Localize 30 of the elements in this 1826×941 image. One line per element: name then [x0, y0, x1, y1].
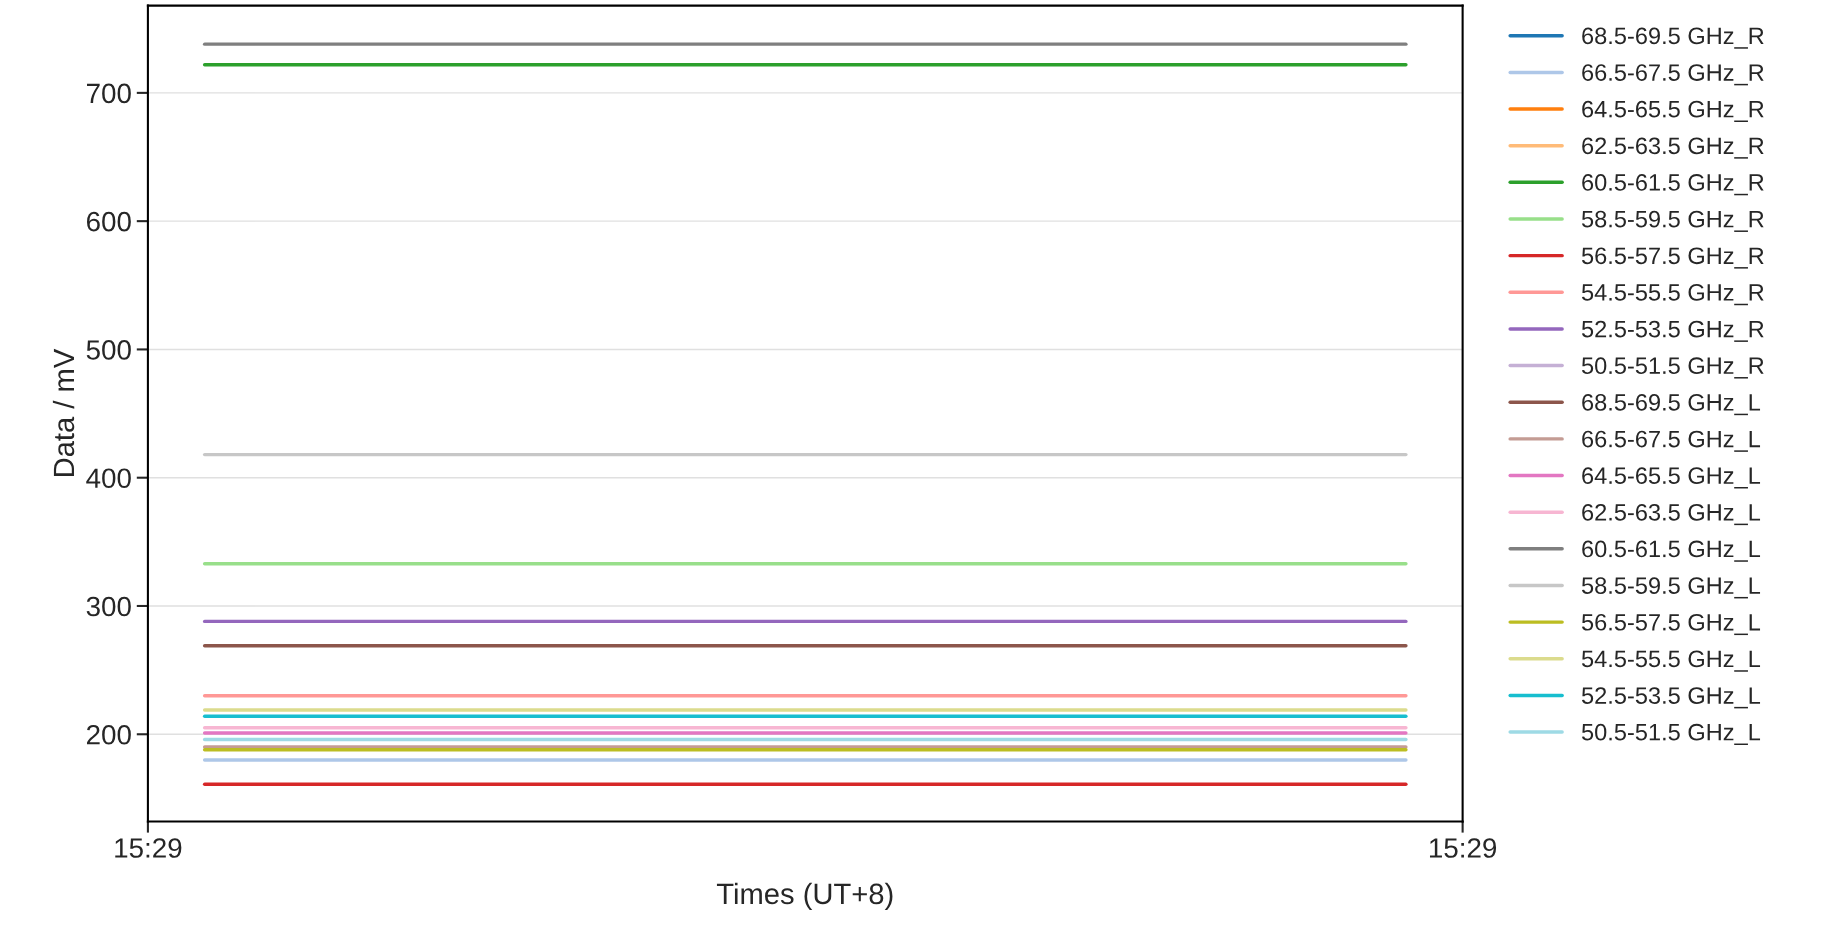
- legend-label: 50.5-51.5 GHz_R: [1581, 357, 1764, 379]
- legend-label: 54.5-55.5 GHz_L: [1581, 650, 1761, 672]
- legend-label: 50.5-51.5 GHz_L: [1581, 723, 1761, 746]
- legend-label: 68.5-69.5 GHz_R: [1582, 27, 1764, 49]
- legend-label: 68.5-69.5 GHz_L: [1582, 394, 1761, 416]
- legend-label: 52.5-53.5 GHz_R: [1581, 320, 1764, 342]
- legend-label: 56.5-57.5 GHz_L: [1581, 613, 1761, 636]
- y-tick-label: 600: [87, 211, 131, 232]
- legend-label: 64.5-65.5 GHz_R: [1582, 100, 1764, 122]
- legend-label: 58.5-59.5 GHz_L: [1581, 577, 1761, 599]
- y-tick-label: 700: [87, 83, 131, 104]
- legend-label: 62.5-63.5 GHz_L: [1582, 503, 1761, 526]
- y-tick-label: 500: [86, 340, 131, 360]
- y-tick-label: 200: [86, 724, 131, 745]
- legend-label: 60.5-61.5 GHz_L: [1582, 540, 1761, 562]
- legend-label: 64.5-65.5 GHz_L: [1582, 467, 1761, 489]
- y-axis-title: Data / mV: [52, 348, 75, 477]
- legend-label: 62.5-63.5 GHz_R: [1582, 137, 1764, 159]
- legend-label: 54.5-55.5 GHz_R: [1581, 284, 1764, 306]
- y-tick-label: 400: [86, 468, 131, 489]
- legend-label: 60.5-61.5 GHz_R: [1582, 174, 1764, 196]
- legend-label: 56.5-57.5 GHz_R: [1581, 247, 1764, 269]
- x-tick-label: 15:29: [1429, 838, 1497, 858]
- legend-label: 66.5-67.5 GHz_L: [1582, 430, 1761, 452]
- legend-label: 66.5-67.5 GHz_R: [1582, 64, 1764, 86]
- x-tick-label: 15:29: [115, 838, 182, 858]
- y-tick-label: 300: [86, 596, 131, 617]
- legend-label: 58.5-59.5 GHz_R: [1581, 210, 1764, 232]
- x-axis-title: Times (UT+8): [716, 882, 893, 910]
- legend-label: 52.5-53.5 GHz_L: [1581, 687, 1761, 709]
